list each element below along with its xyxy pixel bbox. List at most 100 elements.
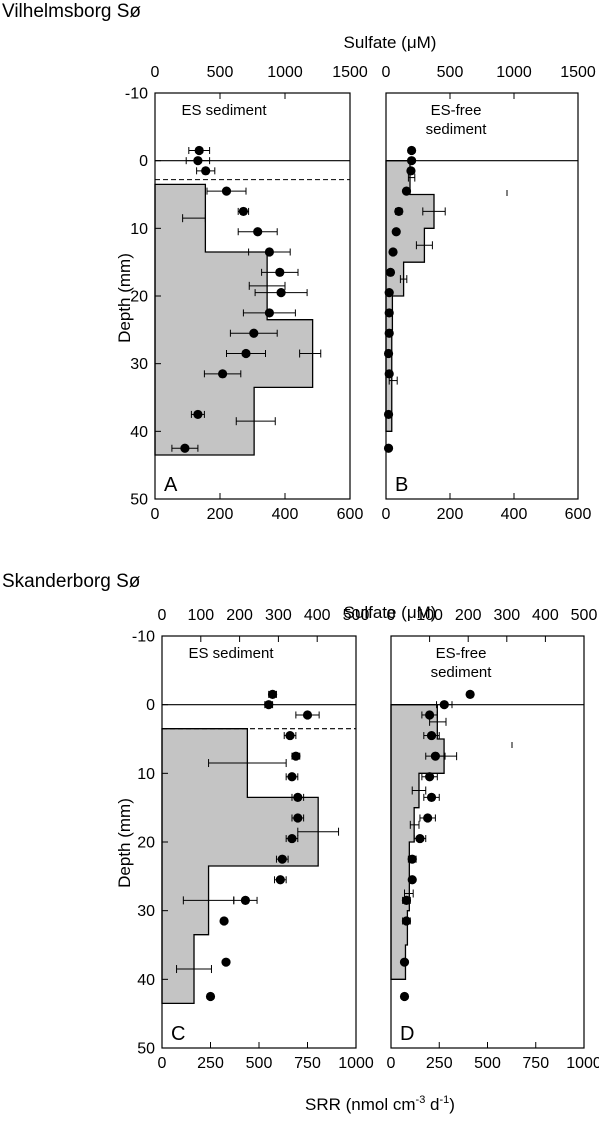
sulfate-point [384, 288, 394, 298]
depth-tick-label: 30 [137, 903, 155, 920]
depth-axis-title-bottom: Depth (mm) [115, 798, 134, 888]
sulfate-point [193, 156, 203, 166]
depth-tick-label: -10 [132, 629, 155, 646]
sulfate-point [302, 710, 313, 720]
sulfate-point [406, 166, 416, 176]
srr-tick-label: 0 [382, 506, 391, 523]
srr-tick-label: 600 [337, 506, 364, 523]
srr-tick-label: 1000 [338, 1055, 374, 1072]
sulfate-point [423, 813, 433, 823]
sulfate-point [383, 443, 394, 453]
srr-tick-label: 500 [246, 1055, 273, 1072]
sulfate-point [275, 267, 285, 277]
panel-letter: B [395, 474, 408, 496]
sulfate-tick-label: 500 [207, 64, 234, 81]
depth-tick-label: 40 [130, 424, 148, 441]
depth-tick-label: 10 [130, 221, 148, 238]
srr-profile-area [154, 183, 314, 456]
sulfate-point [385, 267, 396, 277]
sulfate-point [249, 328, 259, 338]
depth-axis-title-top: Depth (mm) [115, 253, 134, 343]
sulfate-point [425, 710, 435, 720]
depth-tick-label: 30 [130, 356, 148, 373]
sulfate-tick-label: 1000 [267, 64, 303, 81]
sulfate-point [425, 772, 435, 782]
sulfate-point [465, 689, 475, 699]
sulfate-point [407, 156, 417, 166]
sulfate-point [394, 206, 404, 217]
sulfate-point [264, 700, 274, 710]
sulfate-point [293, 792, 303, 802]
panel-title: ES-free [436, 645, 487, 662]
depth-tick-label: 50 [130, 492, 148, 509]
sulfate-point [218, 369, 228, 379]
srr-tick-label: 250 [426, 1055, 453, 1072]
sulfate-tick-label: 300 [493, 607, 520, 624]
sulfate-tick-label: 1500 [332, 64, 368, 81]
depth-tick-label: 0 [146, 697, 155, 714]
depth-tick-label: 20 [137, 835, 155, 852]
srr-tick-label: 750 [522, 1055, 549, 1072]
sulfate-point [241, 348, 251, 359]
sulfate-point [221, 957, 231, 967]
depth-tick-label: 40 [137, 972, 155, 989]
panel-letter: A [164, 474, 178, 496]
sulfate-point [430, 751, 440, 761]
srr-tick-label: 0 [387, 1055, 396, 1072]
sulfate-point [264, 308, 274, 318]
sulfate-axis-title-bottom: Sulfate (μM) [344, 603, 437, 622]
srr-axis-title: SRR (nmol cm-3 d-1) [305, 1094, 455, 1114]
depth-tick-label: 10 [137, 766, 155, 783]
sulfate-point [287, 833, 297, 844]
panel-title: ES-free [431, 102, 482, 119]
sulfate-tick-label: 0 [387, 607, 396, 624]
sulfate-point [201, 166, 211, 176]
sulfate-point [238, 206, 248, 217]
sulfate-point [399, 991, 410, 1002]
sulfate-point [205, 991, 216, 1002]
sulfate-tick-label: 100 [416, 607, 443, 624]
site-title-skanderborg: Skanderborg Sø [2, 571, 141, 592]
sulfate-tick-label: 0 [382, 64, 391, 81]
depth-tick-label: 50 [137, 1041, 155, 1058]
srr-profile-area [385, 160, 435, 432]
site-title-vilhelmsborg: Vilhelmsborg Sø [2, 1, 141, 22]
sulfate-tick-label: 100 [187, 607, 214, 624]
panel-b: 0 200 400 600 0 500 1000 1500 ES-free sediment B [382, 64, 596, 523]
sulfate-point [277, 854, 287, 864]
sulfate-point [415, 833, 425, 844]
srr-tick-label: 600 [565, 506, 592, 523]
srr-tick-label: 750 [294, 1055, 321, 1072]
sulfate-point [407, 854, 417, 864]
sulfate-tick-label: 500 [571, 607, 598, 624]
sulfate-point [384, 369, 394, 379]
sulfate-tick-label: 400 [532, 607, 559, 624]
sulfate-point [267, 689, 278, 699]
panel-d: 0 250 500 750 1000 0 100 200 300 400 500 ES-free sed… [387, 607, 599, 1072]
sulfate-point [384, 308, 394, 318]
sulfate-point [276, 288, 286, 298]
panel-letter: C [171, 1023, 185, 1045]
panel-title-line2: sediment [431, 664, 493, 681]
srr-tick-label: 1000 [566, 1055, 599, 1072]
srr-tick-label: 500 [474, 1055, 501, 1072]
sulfate-point [264, 247, 274, 257]
sulfate-point [383, 409, 394, 420]
sulfate-point [388, 247, 398, 257]
depth-tick-label: -10 [125, 86, 148, 103]
sulfate-point [253, 227, 263, 237]
sulfate-point [194, 145, 204, 156]
srr-tick-label: 0 [151, 506, 160, 523]
sulfate-point [287, 772, 297, 782]
sulfate-tick-label: 0 [151, 64, 160, 81]
srr-tick-label: 200 [207, 506, 234, 523]
sulfate-tick-label: 300 [265, 607, 292, 624]
sulfate-tick-label: 500 [343, 607, 370, 624]
sulfate-point [391, 227, 401, 237]
srr-tick-label: 0 [158, 1055, 167, 1072]
sulfate-point [285, 730, 295, 741]
depth-tick-label: 0 [139, 153, 148, 170]
